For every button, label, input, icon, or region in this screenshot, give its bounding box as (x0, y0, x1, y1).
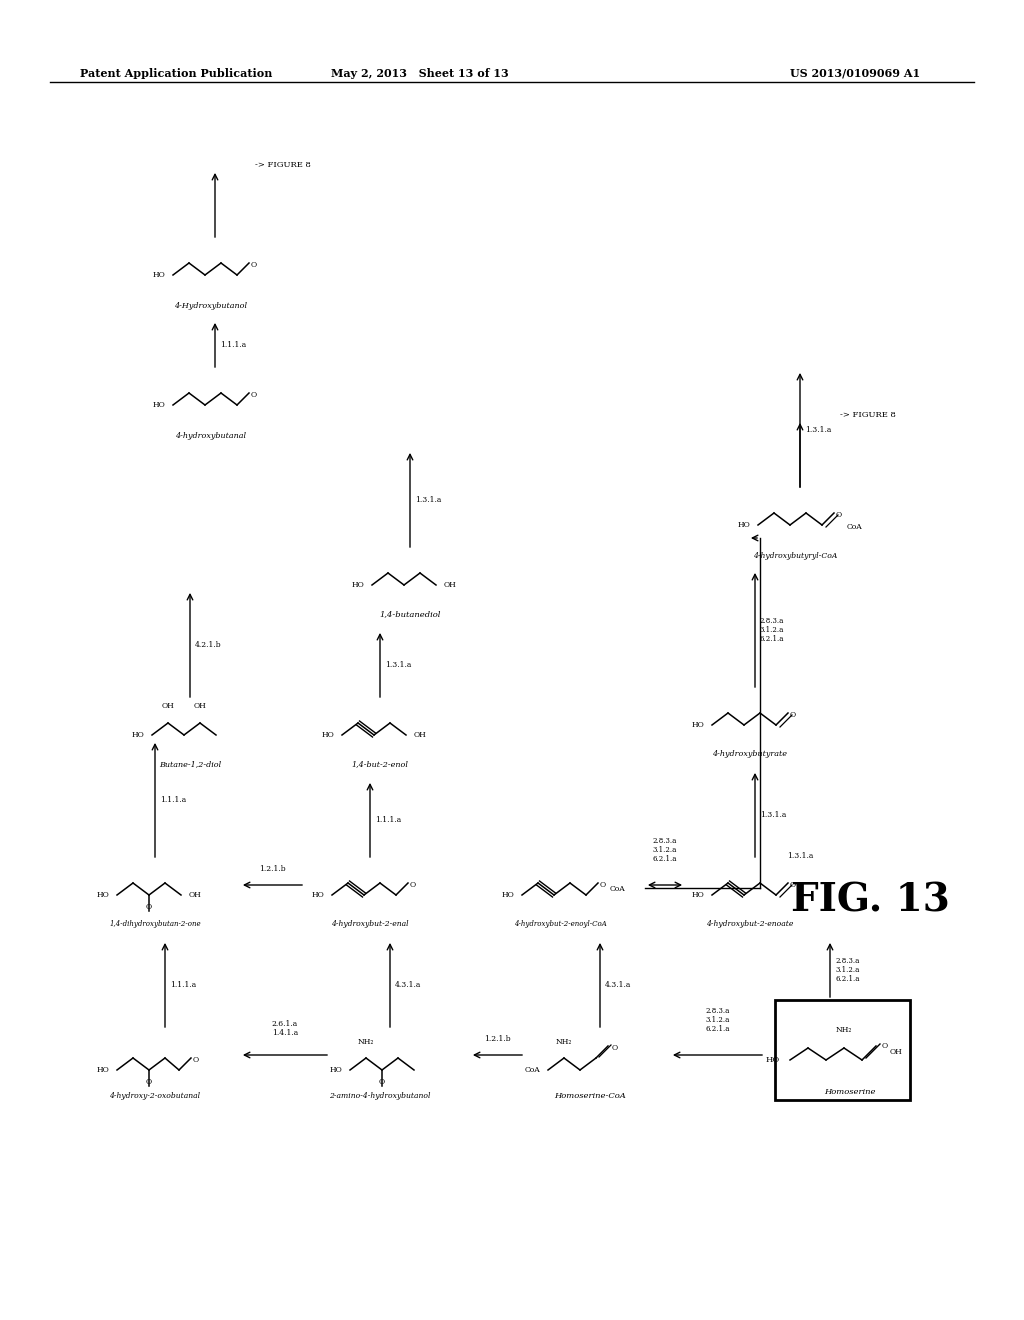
Text: 4.2.1.b: 4.2.1.b (195, 642, 221, 649)
Text: US 2013/0109069 A1: US 2013/0109069 A1 (790, 69, 921, 79)
Text: 1.2.1.b: 1.2.1.b (484, 1035, 511, 1043)
Text: HO: HO (131, 731, 144, 739)
Text: HO: HO (322, 731, 334, 739)
Text: O: O (146, 1078, 152, 1086)
Text: 4-hydroxybutyrate: 4-hydroxybutyrate (713, 750, 787, 758)
Text: O: O (790, 711, 796, 719)
Text: 1.3.1.a: 1.3.1.a (415, 496, 441, 504)
Text: Homoserine: Homoserine (824, 1088, 876, 1096)
Text: 4-hydroxy-2-oxobutanal: 4-hydroxy-2-oxobutanal (110, 1092, 201, 1100)
Text: 1.3.1.a: 1.3.1.a (805, 426, 831, 434)
Text: 1.3.1.a: 1.3.1.a (385, 661, 412, 669)
Text: 2.8.3.a
3.1.2.a
6.2.1.a: 2.8.3.a 3.1.2.a 6.2.1.a (760, 616, 784, 643)
Text: 4-hydroxybut-2-enal: 4-hydroxybut-2-enal (331, 920, 409, 928)
Text: OH: OH (189, 891, 202, 899)
Text: NH₂: NH₂ (836, 1026, 852, 1034)
Text: CoA: CoA (524, 1067, 540, 1074)
Text: 2-amino-4-hydroxybutanol: 2-amino-4-hydroxybutanol (330, 1092, 431, 1100)
Text: 4.3.1.a: 4.3.1.a (395, 981, 421, 989)
Text: 4-hydroxybut-2-enoyl-CoA: 4-hydroxybut-2-enoyl-CoA (514, 920, 606, 928)
Text: FIG. 13: FIG. 13 (791, 880, 949, 919)
Text: 1,4-butanediol: 1,4-butanediol (379, 610, 440, 618)
Text: Butane-1,2-diol: Butane-1,2-diol (159, 760, 221, 768)
Text: HO: HO (691, 721, 705, 729)
Text: HO: HO (153, 271, 165, 279)
Text: Homoserine-CoA: Homoserine-CoA (554, 1092, 626, 1100)
Text: 4-hydroxybutanal: 4-hydroxybutanal (175, 432, 247, 440)
Text: 1.1.1.a: 1.1.1.a (375, 816, 401, 824)
Text: O: O (251, 261, 257, 269)
Text: O: O (193, 1056, 199, 1064)
Text: 1.1.1.a: 1.1.1.a (220, 341, 246, 348)
Text: HO: HO (153, 401, 165, 409)
Text: 1.1.1.a: 1.1.1.a (160, 796, 186, 804)
Text: 2.8.3.a
3.1.2.a
6.2.1.a: 2.8.3.a 3.1.2.a 6.2.1.a (652, 837, 677, 863)
Text: O: O (251, 391, 257, 399)
Text: HO: HO (351, 581, 364, 589)
Text: HO: HO (737, 521, 750, 529)
Text: HO: HO (311, 891, 324, 899)
Text: 1,4-but-2-enol: 1,4-but-2-enol (351, 760, 409, 768)
Text: 1.1.1.a: 1.1.1.a (170, 981, 197, 989)
Text: 2.8.3.a
3.1.2.a
6.2.1.a: 2.8.3.a 3.1.2.a 6.2.1.a (706, 1007, 730, 1034)
Text: O: O (882, 1041, 888, 1049)
Text: OH: OH (162, 702, 174, 710)
Text: OH: OH (194, 702, 207, 710)
Text: HO: HO (330, 1067, 342, 1074)
Text: 2.6.1.a
1.4.1.a: 2.6.1.a 1.4.1.a (272, 1020, 298, 1038)
Text: 4.3.1.a: 4.3.1.a (605, 981, 632, 989)
Text: OH: OH (414, 731, 427, 739)
Text: -> FIGURE 8: -> FIGURE 8 (255, 161, 311, 169)
Text: HO: HO (502, 891, 514, 899)
Text: HO: HO (766, 1056, 780, 1064)
Text: 4-hydroxybutyryl-CoA: 4-hydroxybutyryl-CoA (753, 552, 838, 560)
Text: 1.3.1.a: 1.3.1.a (786, 851, 813, 861)
Text: CoA: CoA (610, 884, 626, 894)
Text: OH: OH (890, 1048, 903, 1056)
Text: 4-hydroxybut-2-enoate: 4-hydroxybut-2-enoate (707, 920, 794, 928)
Text: NH₂: NH₂ (556, 1038, 572, 1045)
Text: O: O (146, 903, 152, 911)
Text: O: O (410, 880, 416, 888)
Text: 4-Hydroxybutanol: 4-Hydroxybutanol (174, 302, 248, 310)
Text: O: O (600, 880, 606, 888)
Text: HO: HO (691, 891, 705, 899)
Text: 1.3.1.a: 1.3.1.a (760, 810, 786, 818)
Text: OH: OH (444, 581, 457, 589)
Text: O: O (836, 511, 842, 519)
Text: O: O (790, 880, 796, 888)
Text: HO: HO (96, 1067, 109, 1074)
Text: O: O (379, 1078, 385, 1086)
Text: May 2, 2013   Sheet 13 of 13: May 2, 2013 Sheet 13 of 13 (331, 69, 509, 79)
Text: 2.8.3.a
3.1.2.a
6.2.1.a: 2.8.3.a 3.1.2.a 6.2.1.a (835, 957, 859, 983)
Bar (775, 1001, 910, 1100)
Text: CoA: CoA (847, 523, 863, 531)
Text: 1,4-dihydroxybutan-2-one: 1,4-dihydroxybutan-2-one (110, 920, 201, 928)
Text: -> FIGURE 8: -> FIGURE 8 (840, 411, 896, 418)
Text: O: O (612, 1044, 618, 1052)
Text: HO: HO (96, 891, 109, 899)
Text: NH₂: NH₂ (357, 1038, 374, 1045)
Text: Patent Application Publication: Patent Application Publication (80, 69, 272, 79)
Text: 1.2.1.b: 1.2.1.b (259, 865, 286, 873)
